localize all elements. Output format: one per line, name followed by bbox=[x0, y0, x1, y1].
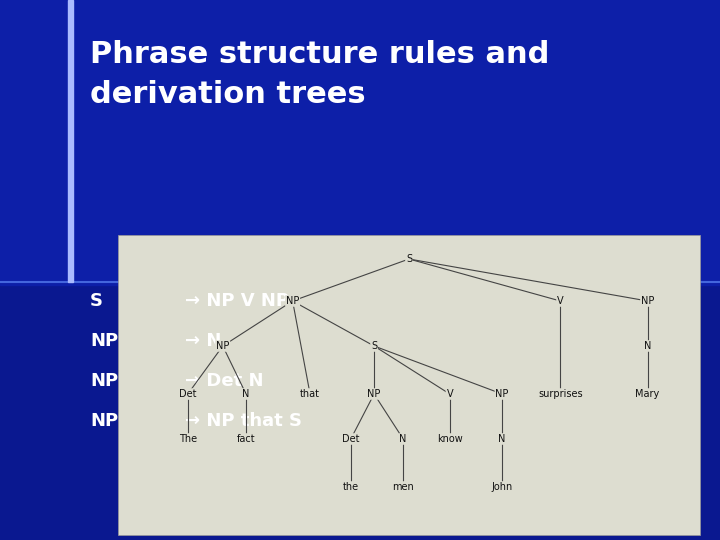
Text: NP: NP bbox=[216, 341, 230, 351]
Text: the: the bbox=[343, 482, 359, 492]
Bar bbox=[0, 270, 720, 540]
Text: → N: → N bbox=[185, 332, 221, 350]
Text: know: know bbox=[437, 434, 463, 444]
Text: Det: Det bbox=[179, 389, 197, 399]
Text: → Det N: → Det N bbox=[185, 372, 264, 390]
Text: fact: fact bbox=[237, 434, 256, 444]
Text: John: John bbox=[492, 482, 513, 492]
Text: N: N bbox=[644, 341, 652, 351]
Text: S: S bbox=[406, 254, 412, 264]
Text: S: S bbox=[371, 341, 377, 351]
Text: → NP that S: → NP that S bbox=[185, 412, 302, 430]
Text: Phrase structure rules and: Phrase structure rules and bbox=[90, 40, 549, 69]
Text: that: that bbox=[300, 389, 320, 399]
Text: S: S bbox=[90, 292, 103, 310]
Text: Det: Det bbox=[342, 434, 359, 444]
Text: men: men bbox=[392, 482, 414, 492]
Bar bbox=[118, 235, 700, 535]
Text: NP: NP bbox=[641, 296, 654, 306]
Text: surprises: surprises bbox=[538, 389, 582, 399]
Text: N: N bbox=[400, 434, 407, 444]
Text: NP: NP bbox=[286, 296, 300, 306]
Text: N: N bbox=[498, 434, 506, 444]
Text: The: The bbox=[179, 434, 197, 444]
Text: derivation trees: derivation trees bbox=[90, 80, 366, 109]
Text: V: V bbox=[557, 296, 564, 306]
Text: → NP V NP: → NP V NP bbox=[185, 292, 289, 310]
Text: NP: NP bbox=[367, 389, 381, 399]
Bar bbox=[0, 0, 720, 285]
Bar bbox=[68, 0, 73, 282]
Text: NP: NP bbox=[495, 389, 509, 399]
Text: NP: NP bbox=[90, 412, 118, 430]
Text: NP: NP bbox=[90, 332, 118, 350]
Text: V: V bbox=[446, 389, 453, 399]
Text: Mary: Mary bbox=[636, 389, 660, 399]
Text: N: N bbox=[243, 389, 250, 399]
Text: NP: NP bbox=[90, 372, 118, 390]
